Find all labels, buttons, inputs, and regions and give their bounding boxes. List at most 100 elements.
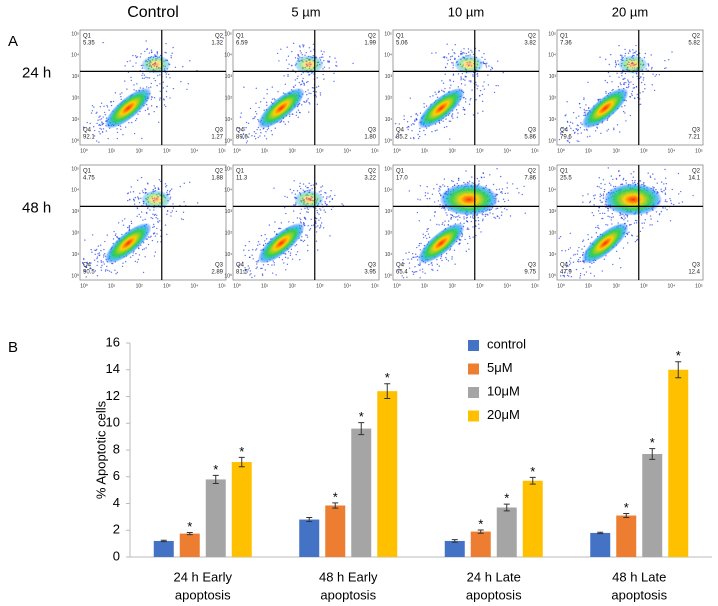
cell-dot (257, 261, 259, 263)
cell-dot (455, 216, 457, 218)
cell-dot (262, 264, 265, 266)
cell-dot (103, 263, 105, 265)
cell-dot (305, 234, 307, 236)
cell-dot (642, 79, 645, 81)
cell-dot (612, 178, 614, 181)
cell-dot (580, 132, 582, 134)
cell-dot (435, 52, 437, 54)
cell-dot (648, 65, 650, 67)
cell-dot (601, 270, 603, 272)
cell-dot (130, 222, 133, 225)
cell-dot (424, 192, 427, 194)
cell-dot (654, 75, 656, 77)
cell-dot (289, 254, 292, 257)
cell-dot (450, 56, 452, 58)
cell-dot (120, 128, 122, 131)
cell-dot (607, 210, 609, 212)
significance-marker: * (676, 348, 681, 363)
cell-dot (293, 204, 295, 206)
cell-dot (263, 240, 266, 242)
flow-plot: Q117.0Q27.86Q39.75Q465.410⁰10⁰10¹10¹10²1… (384, 164, 540, 289)
cell-dot (652, 73, 654, 75)
cell-dot (454, 52, 456, 55)
cell-dot (566, 139, 569, 142)
cell-dot (98, 254, 100, 257)
cell-dot (327, 60, 329, 62)
cell-dot (296, 77, 298, 80)
cell-dot (302, 77, 304, 80)
cell-dot (460, 50, 462, 52)
cell-dot (90, 262, 92, 264)
cell-dot (83, 127, 85, 129)
x-tick-label: 10⁵ (695, 148, 703, 154)
cell-dot (315, 96, 318, 98)
density-core (581, 87, 629, 129)
cell-dot (101, 121, 103, 123)
cell-dot (615, 63, 618, 65)
cell-dot (117, 237, 119, 239)
cell-dot (328, 67, 330, 69)
cell-dot (236, 127, 238, 129)
cell-dot (159, 220, 161, 222)
cell-dot (462, 106, 465, 109)
cell-dot (579, 106, 581, 109)
cell-dot (457, 55, 460, 58)
cell-dot (86, 121, 88, 124)
cell-dot (578, 102, 581, 105)
cell-dot (576, 140, 578, 142)
y-tick-label: 10³ (225, 209, 233, 215)
y-tick-label: 10⁵ (548, 31, 556, 37)
cell-dot (438, 90, 440, 93)
cell-dot (621, 217, 624, 220)
plot-frame (392, 29, 540, 146)
cell-dot (415, 253, 417, 255)
cell-dot (614, 60, 617, 62)
cell-dot (618, 170, 620, 172)
cell-dot (136, 196, 139, 198)
legend-swatch (468, 340, 479, 351)
error-bar (675, 361, 682, 379)
cell-dot (442, 222, 444, 224)
cell-dot (166, 213, 168, 216)
cell-dot (672, 203, 675, 206)
cell-dot (619, 214, 621, 216)
cell-dot (100, 260, 102, 262)
cell-dot (136, 215, 138, 218)
cell-dot (451, 115, 453, 118)
density-core (618, 55, 648, 74)
cell-dot (609, 216, 611, 218)
cell-dot (463, 218, 465, 220)
cell-dot (274, 127, 276, 129)
cell-dot (668, 59, 670, 61)
cell-dot (102, 256, 105, 258)
cell-dot (478, 95, 481, 97)
cell-dot (628, 231, 630, 233)
cell-dot (627, 79, 629, 81)
cell-dot (302, 82, 305, 84)
cell-dot (305, 185, 307, 187)
y-tick-label: 10³ (225, 74, 233, 80)
cell-dot (287, 75, 289, 77)
cell-dot (169, 77, 171, 79)
cell-dot (287, 121, 290, 123)
quadrant-name: Q4 (560, 263, 569, 269)
y-tick-label: 10³ (385, 209, 393, 215)
cell-dot (144, 109, 147, 112)
cell-dot (603, 188, 606, 191)
x-tick-label: 10⁰ (80, 148, 88, 154)
cell-dot (582, 251, 584, 254)
cell-dot (109, 101, 112, 103)
bar (205, 479, 226, 557)
cell-dot (451, 49, 454, 51)
cell-dot (666, 201, 668, 203)
cell-dot (262, 244, 265, 247)
cell-dot (165, 96, 168, 98)
cell-dot (583, 111, 586, 114)
cell-dot (621, 54, 623, 57)
x-tick-label: 10⁵ (531, 283, 539, 289)
cell-dot (147, 236, 150, 238)
cell-dot (497, 84, 499, 87)
cell-dot (593, 197, 596, 200)
cell-dot (521, 193, 523, 196)
cell-dot (587, 238, 590, 241)
